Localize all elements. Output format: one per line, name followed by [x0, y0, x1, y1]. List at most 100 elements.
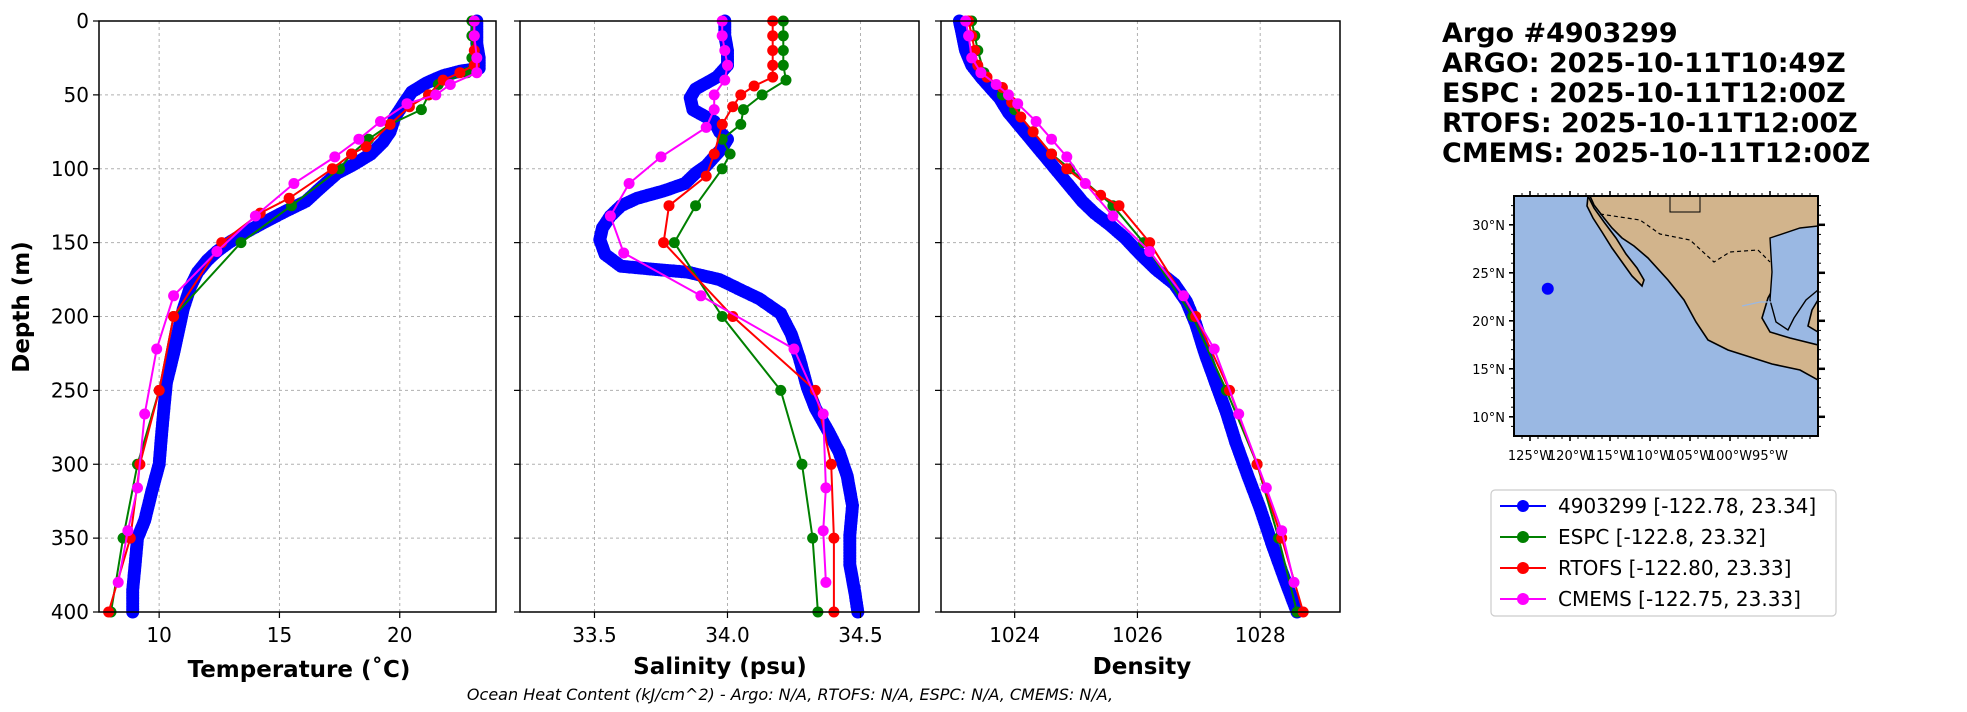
- legend-label: ESPC [-122.8, 23.32]: [1558, 525, 1766, 549]
- data-point: [1003, 89, 1014, 101]
- map-lon-label: 100°W: [1708, 449, 1752, 464]
- data-point: [658, 237, 670, 249]
- data-point: [1107, 210, 1119, 222]
- data-point: [820, 576, 832, 588]
- x-tick-label: 1028: [1235, 623, 1286, 647]
- data-point: [966, 52, 978, 64]
- x-tick-label: 10: [146, 623, 171, 647]
- data-point: [375, 116, 386, 127]
- map-border: [1599, 213, 1771, 263]
- map-lat-label: 20°N: [1472, 315, 1505, 330]
- data-point: [139, 408, 151, 420]
- data-point: [329, 151, 341, 163]
- data-point: [1079, 178, 1091, 189]
- data-point: [1233, 408, 1245, 420]
- data-point: [663, 200, 675, 212]
- data-point: [168, 290, 180, 302]
- data-point: [767, 59, 779, 71]
- x-tick-label: 34.0: [705, 623, 750, 647]
- title-block: Argo #4903299 ARGO: 2025-10-11T10:49Z ES…: [1442, 18, 1870, 169]
- salinity-axis-label: Salinity (psu): [633, 654, 807, 680]
- data-point: [401, 98, 413, 110]
- map-lon-label: 105°W: [1668, 449, 1712, 464]
- data-point: [825, 458, 837, 470]
- x-tick-label: 1024: [989, 623, 1040, 647]
- data-point: [767, 45, 779, 56]
- data-point: [1276, 525, 1288, 537]
- y-tick-label: 300: [51, 452, 89, 476]
- data-point: [700, 170, 712, 182]
- data-point: [1046, 148, 1057, 160]
- data-point: [756, 89, 768, 101]
- y-tick-label: 50: [64, 83, 89, 107]
- data-point: [708, 89, 720, 101]
- data-point: [777, 45, 789, 56]
- series-espc: [668, 15, 824, 618]
- y-tick-label: 250: [51, 378, 89, 402]
- data-point: [1178, 290, 1189, 302]
- x-tick-label: 1026: [1112, 623, 1163, 647]
- data-point: [153, 384, 165, 396]
- data-point: [1015, 111, 1027, 123]
- density-panel: 1024 1026 1028: [935, 14, 1341, 647]
- data-point: [716, 163, 728, 175]
- data-point: [695, 290, 707, 302]
- data-point: [444, 79, 456, 90]
- data-point: [454, 67, 466, 79]
- density-axis-label: Density: [1093, 654, 1192, 680]
- data-point: [623, 178, 635, 189]
- series-cmems: [960, 15, 1300, 588]
- data-point: [724, 148, 736, 160]
- data-point: [1061, 151, 1073, 163]
- legend-label: CMEMS [-122.75, 23.33]: [1558, 587, 1801, 611]
- y-tick-label: 350: [51, 526, 89, 550]
- map-gulf: [1769, 225, 1818, 332]
- data-point: [719, 74, 731, 86]
- title-line-cmems-time: CMEMS: 2025-10-11T12:00Z: [1442, 138, 1870, 169]
- data-point: [618, 247, 630, 259]
- data-point: [384, 118, 396, 130]
- data-point: [828, 532, 840, 544]
- data-point: [1260, 482, 1272, 494]
- map-lat-label: 30°N: [1472, 219, 1505, 234]
- series-rtofs: [103, 15, 480, 618]
- data-point: [708, 104, 720, 116]
- data-point: [1095, 189, 1107, 201]
- legend: 4903299 [-122.78, 23.34] ESPC [-122.8, 23…: [1490, 489, 1837, 617]
- x-tick-label: 20: [387, 623, 412, 647]
- data-point: [735, 89, 747, 101]
- legend-marker: [1517, 593, 1529, 605]
- legend-marker: [1517, 531, 1529, 543]
- legend-marker: [1517, 562, 1529, 574]
- map-lon-label: 95°W: [1752, 449, 1788, 464]
- y-tick-label: 0: [76, 9, 89, 33]
- data-point: [788, 343, 800, 355]
- data-point: [468, 30, 480, 42]
- map-lon-label: 120°W: [1548, 449, 1592, 464]
- data-point: [346, 148, 358, 160]
- x-tick-label: 33.5: [572, 623, 617, 647]
- data-point: [780, 74, 792, 86]
- float-position-marker: [1541, 282, 1554, 295]
- data-point: [1144, 237, 1156, 249]
- data-point: [326, 163, 338, 175]
- map-river: [1741, 301, 1772, 307]
- data-point: [430, 89, 442, 101]
- map-lon-label: 115°W: [1588, 449, 1632, 464]
- data-point: [748, 80, 760, 92]
- data-point: [690, 200, 702, 212]
- data-point: [775, 384, 787, 396]
- data-point: [820, 482, 832, 494]
- data-point: [735, 118, 747, 130]
- data-point: [817, 525, 829, 537]
- data-point: [722, 59, 733, 71]
- data-point: [211, 246, 223, 257]
- x-tick-label: 15: [267, 623, 292, 647]
- data-point: [719, 45, 731, 56]
- map-lon-label: 125°W: [1508, 449, 1552, 464]
- data-point: [249, 210, 261, 222]
- data-point: [1061, 163, 1073, 175]
- data-point: [809, 384, 821, 396]
- data-point: [990, 79, 1002, 90]
- data-point: [471, 52, 483, 64]
